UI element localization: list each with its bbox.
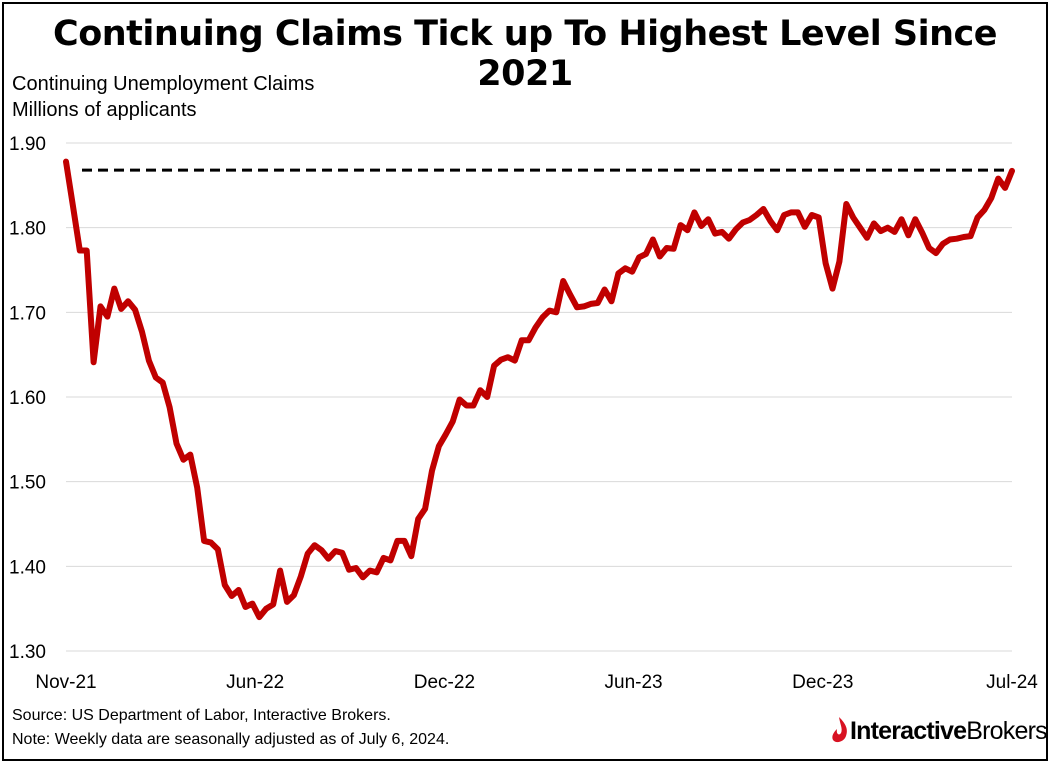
logo-text-interactive: Interactive	[850, 716, 967, 745]
x-tick-label: Nov-21	[35, 672, 96, 693]
x-tick-label: Jun-23	[605, 672, 663, 693]
gridlines	[66, 142, 1012, 652]
x-tick-label: Dec-23	[792, 672, 853, 693]
flame-icon	[832, 717, 847, 743]
x-axis-ticks: Nov-21 Jun-22 Dec-22 Jun-23 Dec-23 Jul-24	[35, 672, 1038, 693]
x-tick-label: Jun-22	[226, 672, 284, 693]
y-tick-label: 1.40	[9, 557, 46, 578]
chart-title: Continuing Claims Tick up To Highest Lev…	[53, 14, 997, 94]
y-tick-label: 1.70	[9, 303, 46, 324]
y-tick-label: 1.60	[9, 388, 46, 409]
y-tick-label: 1.50	[9, 473, 46, 494]
y-tick-label: 1.30	[9, 642, 46, 663]
x-tick-label: Jul-24	[986, 672, 1038, 693]
x-tick-label: Dec-22	[414, 672, 475, 693]
data-note: Note: Weekly data are seasonally adjuste…	[12, 731, 450, 748]
chart-subtitle-units: Millions of applicants	[12, 99, 197, 121]
y-tick-label: 1.90	[9, 134, 46, 155]
series-line	[63, 158, 1015, 621]
logo-text-brokers: Brokers	[966, 716, 1047, 745]
interactive-brokers-logo: Interactive Brokers	[830, 716, 1048, 746]
source-note: Source: US Department of Labor, Interact…	[12, 707, 391, 724]
chart-subtitle-measure: Continuing Unemployment Claims	[12, 73, 315, 95]
y-axis-ticks: 1.90 1.80 1.70 1.60 1.50 1.40 1.30	[9, 134, 46, 663]
y-tick-label: 1.80	[9, 219, 46, 240]
